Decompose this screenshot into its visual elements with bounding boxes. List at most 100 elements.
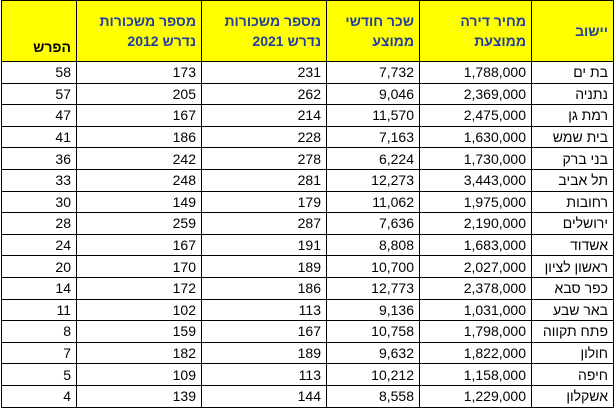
table-row: חיפה 1,158,000 10,212 113 109 5	[1, 363, 614, 386]
header-line: הפרש	[33, 39, 71, 55]
number-cell: 8,558	[326, 384, 420, 408]
number-cell: 33	[1, 168, 77, 192]
number-cell: 1,031,000	[419, 298, 532, 322]
number-cell: 262	[201, 82, 327, 106]
city-cell: בית שמש	[531, 125, 614, 149]
number-cell: 2,378,000	[419, 276, 532, 300]
city-cell: בת ים	[531, 61, 614, 84]
number-cell: 281	[201, 168, 327, 192]
number-cell: 7,163	[326, 125, 420, 149]
table-body: בת ים 1,788,000 7,732 231 173 58 נתניה 2,369,00…	[1, 61, 614, 408]
number-cell: 10,758	[326, 320, 420, 343]
number-cell: 10,212	[326, 363, 420, 386]
table-row: בני ברק 1,730,000 6,224 278 242 36	[1, 147, 614, 170]
number-cell: 2,475,000	[419, 104, 532, 127]
table-row: באר שבע 1,031,000 9,136 113 102 11	[1, 298, 614, 322]
header-line: ממוצע	[372, 33, 414, 49]
number-cell: 287	[201, 212, 327, 235]
number-cell: 11	[1, 298, 77, 322]
number-cell: 191	[201, 233, 327, 257]
number-cell: 278	[201, 147, 327, 170]
table-row: תל אביב 3,443,000 12,273 281 248 33	[1, 168, 614, 192]
column-header: יישוב	[531, 0, 614, 62]
number-cell: 159	[76, 320, 202, 343]
number-cell: 170	[76, 255, 202, 278]
number-cell: 102	[76, 298, 202, 322]
number-cell: 1,822,000	[419, 341, 532, 365]
number-cell: 8	[1, 320, 77, 343]
number-cell: 248	[76, 168, 202, 192]
number-cell: 113	[201, 363, 327, 386]
column-header: מספר משכורות נדרש 2012	[76, 0, 202, 62]
table-row: רחובות 1,975,000 11,062 179 149 30	[1, 190, 614, 214]
number-cell: 7,636	[326, 212, 420, 235]
number-cell: 41	[1, 125, 77, 149]
number-cell: 109	[76, 363, 202, 386]
header-line: מספר משכורות	[224, 13, 322, 29]
number-cell: 205	[76, 82, 202, 106]
city-cell: חיפה	[531, 363, 614, 386]
city-cell: תל אביב	[531, 168, 614, 192]
table-row: חולון 1,822,000 9,632 189 182 7	[1, 341, 614, 365]
table-row: בית שמש 1,630,000 7,163 228 186 41	[1, 125, 614, 149]
number-cell: 186	[201, 276, 327, 300]
number-cell: 1,229,000	[419, 384, 532, 408]
header-line: נדרש 2012	[127, 33, 196, 49]
city-cell: כפר סבא	[531, 276, 614, 300]
number-cell: 1,975,000	[419, 190, 532, 214]
number-cell: 189	[201, 341, 327, 365]
number-cell: 149	[76, 190, 202, 214]
column-header: מחיר דירה ממוצעת	[419, 0, 532, 62]
table-row: פתח תקווה 1,798,000 10,758 167 159 8	[1, 320, 614, 343]
table-row: רמת גן 2,475,000 11,570 214 167 47	[1, 104, 614, 127]
number-cell: 14	[1, 276, 77, 300]
header-line: שכר חודשי	[345, 13, 414, 29]
number-cell: 231	[201, 61, 327, 84]
number-cell: 1,683,000	[419, 233, 532, 257]
number-cell: 259	[76, 212, 202, 235]
column-header: שכר חודשי ממוצע	[326, 0, 420, 62]
city-cell: בני ברק	[531, 147, 614, 170]
number-cell: 2,190,000	[419, 212, 532, 235]
number-cell: 30	[1, 190, 77, 214]
header-line: מספר משכורות	[99, 13, 197, 29]
number-cell: 47	[1, 104, 77, 127]
city-cell: ירושלים	[531, 212, 614, 235]
column-header: הפרש	[1, 0, 77, 62]
number-cell: 5	[1, 363, 77, 386]
number-cell: 20	[1, 255, 77, 278]
number-cell: 144	[201, 384, 327, 408]
number-cell: 7	[1, 341, 77, 365]
table-row: בת ים 1,788,000 7,732 231 173 58	[1, 61, 614, 84]
header-line: יישוב	[575, 23, 608, 39]
number-cell: 11,062	[326, 190, 420, 214]
city-cell: אשדוד	[531, 233, 614, 257]
number-cell: 189	[201, 255, 327, 278]
number-cell: 28	[1, 212, 77, 235]
table-row: אשדוד 1,683,000 8,808 191 167 24	[1, 233, 614, 257]
number-cell: 57	[1, 82, 77, 106]
header-line: נדרש 2021	[252, 33, 321, 49]
number-cell: 10,700	[326, 255, 420, 278]
number-cell: 167	[76, 104, 202, 127]
number-cell: 113	[201, 298, 327, 322]
table-header: יישוב מחיר דירה ממוצעת שכר חודשי ממוצע מספר מ…	[1, 0, 614, 62]
number-cell: 12,773	[326, 276, 420, 300]
number-cell: 11,570	[326, 104, 420, 127]
table-row: ראשון לציון 2,027,000 10,700 189 170 20	[1, 255, 614, 278]
header-line: ממוצעת	[474, 33, 526, 49]
city-cell: רחובות	[531, 190, 614, 214]
number-cell: 7,732	[326, 61, 420, 84]
number-cell: 186	[76, 125, 202, 149]
column-header: מספר משכורות נדרש 2021	[201, 0, 327, 62]
number-cell: 36	[1, 147, 77, 170]
number-cell: 139	[76, 384, 202, 408]
city-cell: ראשון לציון	[531, 255, 614, 278]
table-row: נתניה 2,369,000 9,046 262 205 57	[1, 82, 614, 106]
city-cell: אשקלון	[531, 384, 614, 408]
city-cell: רמת גן	[531, 104, 614, 127]
city-cell: חולון	[531, 341, 614, 365]
number-cell: 228	[201, 125, 327, 149]
number-cell: 1,158,000	[419, 363, 532, 386]
